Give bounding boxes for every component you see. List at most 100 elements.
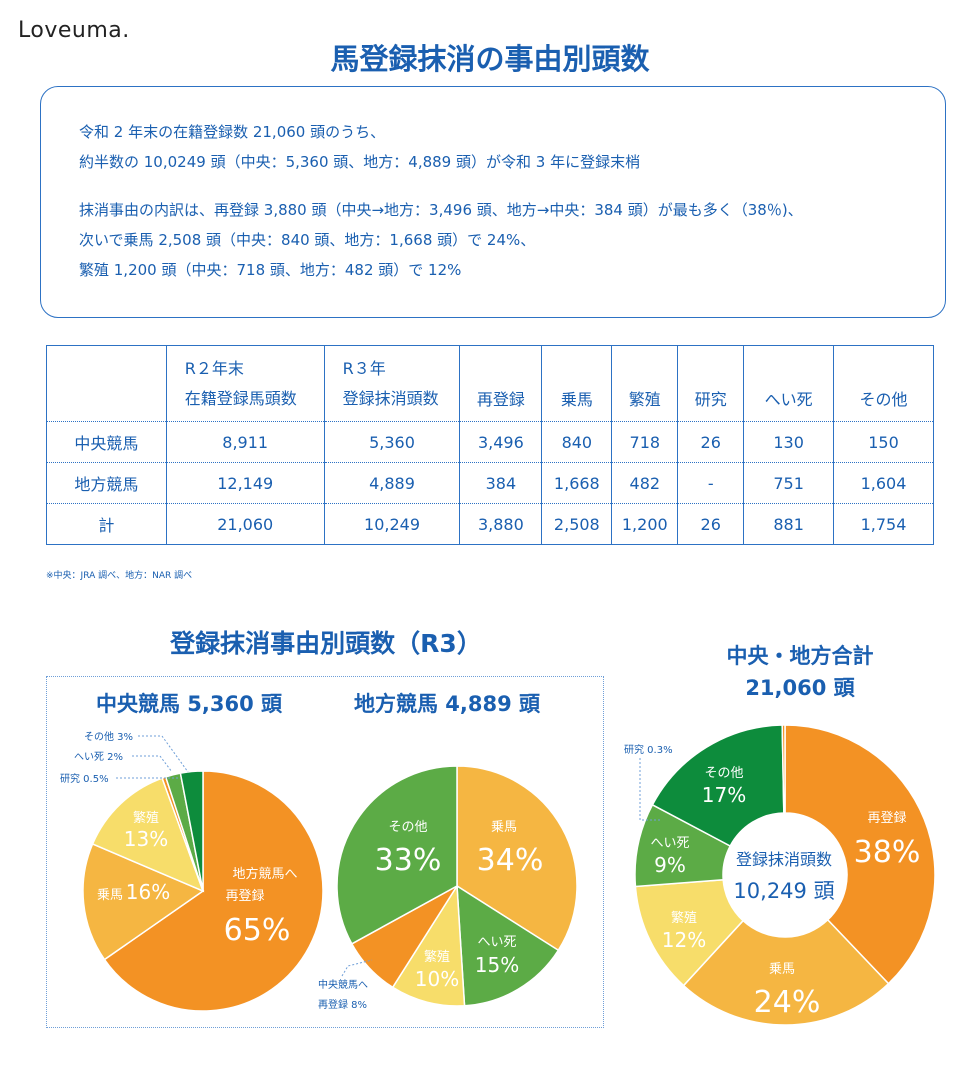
pie-slice <box>391 883 466 1007</box>
slice-label: 繁殖 <box>133 810 159 826</box>
table-cell: 150 <box>833 421 934 463</box>
table-cell: 1,200 <box>611 503 679 545</box>
table-cell: 26 <box>677 503 745 545</box>
header-cell: 再登録 <box>459 345 543 422</box>
slice-label: 乗馬 <box>769 962 795 977</box>
slice-value: 17% <box>702 783 746 807</box>
slice-label: 繁殖 <box>424 949 450 965</box>
callout-label: へい死 2% <box>74 752 123 763</box>
header-cell: R２年末 在籍登録馬頭数 <box>165 345 325 422</box>
table-cell: 2,508 <box>541 503 613 545</box>
slice-value: 15% <box>475 953 519 977</box>
table-cell: 384 <box>459 462 543 504</box>
stats-table: R２年末 在籍登録馬頭数 R３年 登録抹消頭数 再登録 乗馬 繁殖 研究 へい死 そ… <box>46 345 934 545</box>
pie-slice <box>784 724 936 985</box>
slice-label: へい死 <box>650 836 689 851</box>
page-title: 馬登録抹消の事由別頭数 <box>330 42 650 76</box>
slice-label: 地方競馬へ <box>232 866 297 882</box>
pie-slice <box>82 843 205 961</box>
logo: Loveuma. <box>18 18 130 43</box>
callout-label: 研究 0.3% <box>624 743 673 756</box>
table-cell: 10,249 <box>323 503 461 545</box>
pie-slice <box>179 770 204 892</box>
slice-label: へい死 <box>477 935 516 950</box>
slice-label: 再登録 <box>225 889 264 904</box>
pie-slice <box>651 724 785 847</box>
table-cell: 881 <box>743 503 835 545</box>
chart-title-central: 中央競馬 5,360 頭 <box>96 692 283 716</box>
header-cell: へい死 <box>743 345 835 422</box>
callout-label: 中央競馬へ <box>318 978 368 991</box>
slice-value: 24% <box>754 985 821 1020</box>
table-cell: 8,911 <box>165 421 325 463</box>
summary-line: 繁殖 1,200 頭（中央：718 頭、地方：482 頭）で 12% <box>79 261 462 279</box>
pie-slice <box>682 918 890 1026</box>
chart-title-total: 中央・地方合計 21,060 頭 <box>726 644 874 700</box>
pie-slice <box>91 777 205 893</box>
callout-label: その他 3% <box>84 730 133 743</box>
center-value: 10,249 頭 <box>733 879 834 903</box>
header-cell: R３年 登録抹消頭数 <box>323 345 461 422</box>
header-cell: 乗馬 <box>541 345 613 422</box>
header-cell <box>46 345 167 422</box>
table-cell: 3,496 <box>459 421 543 463</box>
slice-value: 13% <box>124 827 168 851</box>
header-cell: 研究 <box>677 345 745 422</box>
callout-line <box>639 758 660 821</box>
table-row: 中央競馬 8,911 5,360 3,496 840 718 26 130 15… <box>46 421 934 463</box>
slice-value: 34% <box>477 843 544 878</box>
callout-label: 研究 0.5% <box>60 772 109 785</box>
slice-label: 乗馬 <box>97 888 123 903</box>
summary-line: 約半数の 10,0249 頭（中央：5,360 頭、地方：4,889 頭）が令和… <box>79 153 641 171</box>
summary-line: 令和 2 年末の在籍登録数 21,060 頭のうち、 <box>79 123 386 141</box>
table-cell: 840 <box>541 421 613 463</box>
table-row: 地方競馬 12,149 4,889 384 1,668 482 - 751 1,… <box>46 462 934 504</box>
slice-label: 繁殖 <box>671 910 697 926</box>
pie-slice <box>336 765 458 945</box>
slice-value: 9% <box>654 853 686 877</box>
summary-line: 抹消事由の内訳は、再登録 3,880 頭（中央→地方：3,496 頭、地方→中央… <box>79 201 803 219</box>
summary-line: 次いで乗馬 2,508 頭（中央：840 頭、地方：1,668 頭）で 24%、 <box>79 231 536 249</box>
table-cell: 1,754 <box>833 503 934 545</box>
slice-value: 10% <box>415 967 459 991</box>
regional-charts-frame <box>46 676 604 1028</box>
slice-label: その他 <box>704 766 743 781</box>
pie-slice <box>456 884 560 1007</box>
pie-slice <box>103 770 324 1012</box>
header-cell: その他 <box>833 345 934 422</box>
callout-line <box>341 959 373 977</box>
source-note: ※中央：JRA 調べ、地方：NAR 調べ <box>46 571 193 581</box>
table-cell: 中央競馬 <box>46 421 167 463</box>
table-cell: 482 <box>611 462 679 504</box>
table-cell: 1,604 <box>833 462 934 504</box>
table-cell: 130 <box>743 421 835 463</box>
table-header-row: R２年末 在籍登録馬頭数 R３年 登録抹消頭数 再登録 乗馬 繁殖 研究 へい死 そ… <box>46 345 934 422</box>
header-cell: 繁殖 <box>611 345 679 422</box>
table-cell: 26 <box>677 421 745 463</box>
callout-line <box>132 755 173 773</box>
table-row: 計 21,060 10,249 3,880 2,508 1,200 26 881… <box>46 503 934 545</box>
table-cell: 計 <box>46 503 167 545</box>
chart-title-local: 地方競馬 4,889 頭 <box>354 692 541 716</box>
table-cell: 751 <box>743 462 835 504</box>
pie-chart-central <box>82 770 324 1012</box>
callout-line <box>138 735 189 773</box>
section-title: 登録抹消事由別頭数（R3） <box>170 629 482 658</box>
slice-label: その他 <box>388 820 427 835</box>
center-label: 登録抹消頭数 <box>736 850 832 869</box>
slice-value: 16% <box>126 880 170 904</box>
slice-value: 33% <box>375 843 442 878</box>
table-cell: - <box>677 462 745 504</box>
pie-slice <box>781 724 786 814</box>
pie-chart-local <box>336 765 578 1007</box>
table-cell: 12,149 <box>165 462 325 504</box>
pie-chart-total <box>634 724 936 1026</box>
table-cell: 1,668 <box>541 462 613 504</box>
slice-value: 65% <box>224 913 291 948</box>
slice-label: 乗馬 <box>491 820 517 835</box>
table-cell: 718 <box>611 421 679 463</box>
table-cell: 地方競馬 <box>46 462 167 504</box>
table-cell: 3,880 <box>459 503 543 545</box>
table-cell: 5,360 <box>323 421 461 463</box>
